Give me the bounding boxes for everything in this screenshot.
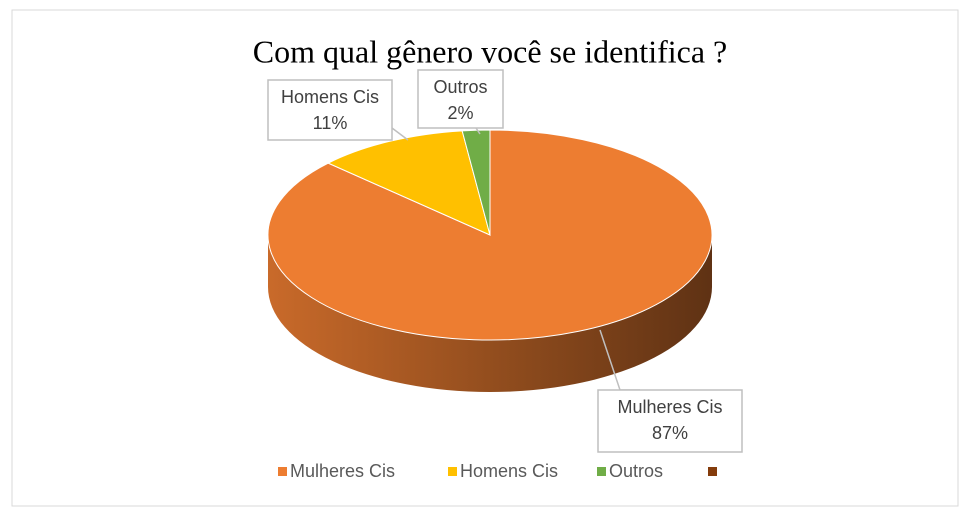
data-label-box xyxy=(417,69,504,129)
data-label-box xyxy=(597,389,743,453)
chart-title: Com qual gênero você se identifica ? xyxy=(253,33,727,69)
data-label-name: Outros xyxy=(433,77,487,97)
data-label-name: Mulheres Cis xyxy=(617,397,722,417)
pie-slice-side xyxy=(268,235,712,392)
legend-label: Outros xyxy=(609,461,663,481)
legend-marker xyxy=(597,467,606,476)
legend-label: Homens Cis xyxy=(460,461,558,481)
pie-slice xyxy=(461,129,491,236)
data-label: 11% xyxy=(313,113,348,133)
pie-slice xyxy=(327,130,491,236)
legend-label: Mulheres Cis xyxy=(290,461,395,481)
legend-marker xyxy=(448,467,457,476)
legend-marker xyxy=(708,467,717,476)
data-label-box xyxy=(267,79,393,141)
leader-line xyxy=(391,127,409,141)
legend-marker xyxy=(278,467,287,476)
data-label: 87% xyxy=(652,423,688,443)
data-label: 2% xyxy=(447,103,473,123)
leader-line xyxy=(475,127,481,135)
data-label-name: Homens Cis xyxy=(281,87,379,107)
